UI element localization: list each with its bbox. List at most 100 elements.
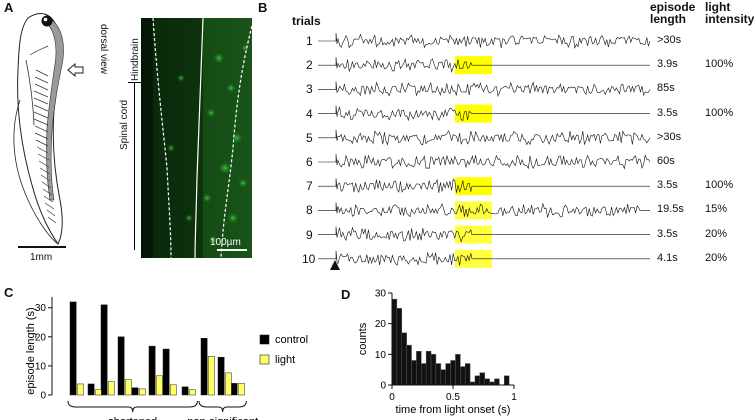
trial-episode-length: 85s bbox=[657, 82, 675, 95]
trial-episode-length: 19.5s bbox=[657, 203, 684, 216]
trial-light-intensity: 20% bbox=[705, 251, 728, 264]
chart-c-control-bar bbox=[230, 383, 238, 396]
light-intensity-header: light intensity bbox=[705, 1, 754, 25]
chart-c-y-tick-label: 20 bbox=[35, 332, 47, 343]
chart-c-control-bar bbox=[148, 345, 156, 396]
chart-d-bin-bar bbox=[479, 372, 485, 386]
tadpole-drawing bbox=[13, 13, 84, 248]
chart-d-bin-bar bbox=[484, 378, 490, 386]
chart-d-bin-bar bbox=[406, 344, 412, 386]
chart-d-bin-bar bbox=[396, 308, 403, 386]
trial-number: 4 bbox=[306, 106, 313, 121]
trial-episode-length: 3.5s bbox=[657, 227, 678, 240]
chart-d-x-tick-label: 1 bbox=[511, 392, 517, 403]
chart-d-y-tick-label: 10 bbox=[375, 350, 387, 361]
chart-c-y-tick-label: 30 bbox=[35, 303, 47, 314]
trial-number: 2 bbox=[306, 58, 313, 73]
chart-c-legend-label: light bbox=[275, 354, 295, 366]
spinal-cord-bracket-line bbox=[134, 82, 135, 250]
light-intensity-header-line1: light bbox=[705, 0, 731, 14]
hindbrain-boundary-tick bbox=[128, 82, 144, 83]
chart-d-x-tick-label: 0.5 bbox=[446, 392, 460, 403]
trials-header: trials bbox=[292, 14, 321, 28]
chart-c-legend-swatch bbox=[259, 334, 270, 345]
chart-c-light-bar bbox=[188, 389, 196, 396]
trial-trace bbox=[318, 250, 650, 266]
chart-d-bin-bar bbox=[430, 354, 437, 386]
chart-c-control-bar bbox=[69, 301, 77, 396]
chart-c-y-tick-label: 10 bbox=[35, 361, 47, 372]
chart-c-group-brace bbox=[67, 400, 198, 413]
trial-trace bbox=[318, 226, 650, 243]
chart-d-bin-bar bbox=[445, 363, 451, 386]
trial-trace bbox=[318, 178, 650, 193]
chart-c-control-bar bbox=[200, 338, 208, 396]
chart-d-bin-bar bbox=[450, 360, 456, 386]
micrograph-scale-label: 100µm bbox=[210, 237, 241, 248]
chart-d-bin-bar bbox=[464, 363, 471, 386]
trial-number: 3 bbox=[306, 82, 313, 97]
panel-letter-a: A bbox=[4, 0, 14, 15]
chart-d-y-tick-label: 30 bbox=[375, 289, 387, 300]
episode-length-header-line2: length bbox=[650, 12, 686, 26]
panel-letter-b: B bbox=[258, 0, 268, 15]
chart-c-control-bar bbox=[162, 348, 170, 396]
chart-c-legend-swatch bbox=[259, 354, 270, 365]
chart-c-light-bar bbox=[94, 389, 102, 396]
chart-d-y-label: counts bbox=[357, 322, 369, 355]
chart-c-light-bar bbox=[124, 379, 132, 396]
trial-light-intensity: 100% bbox=[705, 106, 734, 119]
trial-episode-length: 4.1s bbox=[657, 251, 678, 264]
trial-trace bbox=[318, 81, 651, 98]
chart-c-light-bar bbox=[155, 375, 163, 396]
chart-d-x-label: time from light onset (s) bbox=[396, 404, 511, 416]
myotomes bbox=[33, 69, 57, 224]
chart-c-light-bar bbox=[237, 383, 245, 396]
stimulus-marker-icon bbox=[330, 260, 340, 270]
trial-episode-length: 3.9s bbox=[657, 58, 678, 71]
trial-trace bbox=[318, 129, 651, 146]
trial-light-intensity: 100% bbox=[705, 179, 734, 192]
trial-trace bbox=[318, 57, 650, 73]
trial-number: 5 bbox=[306, 130, 313, 145]
chart-d-bin-bar bbox=[503, 375, 510, 386]
chart-d-bin-bar bbox=[416, 351, 422, 386]
panel-letter-c: C bbox=[4, 285, 14, 300]
trial-trace bbox=[318, 202, 650, 218]
trial-episode-length: 3.5s bbox=[657, 179, 678, 192]
trial-number: 6 bbox=[306, 155, 313, 169]
trial-number: 1 bbox=[306, 34, 313, 48]
trial-episode-length: 3.5s bbox=[657, 106, 678, 119]
chart-c-control-bar bbox=[117, 336, 125, 396]
trial-trace bbox=[318, 32, 651, 50]
chart-d-bin-bar bbox=[455, 354, 461, 386]
trial-number: 10 bbox=[302, 251, 316, 266]
trial-light-intensity: 15% bbox=[705, 203, 728, 216]
chart-c-light-bar bbox=[224, 372, 232, 396]
chart-c-group-brace bbox=[198, 400, 247, 413]
chart-d-bin-bar bbox=[421, 363, 427, 386]
chart-c-control-bar bbox=[100, 304, 108, 396]
chart-d-bin-bar bbox=[391, 298, 398, 386]
chart-c-control-bar bbox=[131, 387, 139, 396]
trial-trace bbox=[318, 153, 651, 170]
ventral-root-traces bbox=[318, 32, 651, 268]
chart-c-group-label: non-significant bbox=[187, 416, 258, 420]
episode-length-header: episode length bbox=[650, 1, 695, 25]
trial-episode-length: 60s bbox=[657, 155, 675, 167]
trial-number: 7 bbox=[306, 179, 313, 194]
tadpole-scale-label: 1mm bbox=[30, 252, 53, 263]
trial-episode-length: >30s bbox=[657, 34, 682, 46]
chart-c-light-bar bbox=[207, 356, 215, 396]
panel-letter-d: D bbox=[341, 287, 351, 302]
chart-d-bin-bar bbox=[425, 351, 432, 386]
chart-d-bin-bar bbox=[411, 360, 417, 386]
chart-d-x-tick-label: 0 bbox=[389, 392, 395, 403]
trial-episode-length: >30s bbox=[657, 130, 682, 143]
chart-d-bin-bar bbox=[440, 369, 446, 386]
chart-c-light-bar bbox=[138, 388, 146, 396]
light-intensity-header-line2: intensity bbox=[705, 12, 755, 26]
chart-d-bin-bar bbox=[494, 378, 500, 386]
chart-d-bin-bar bbox=[460, 366, 466, 386]
